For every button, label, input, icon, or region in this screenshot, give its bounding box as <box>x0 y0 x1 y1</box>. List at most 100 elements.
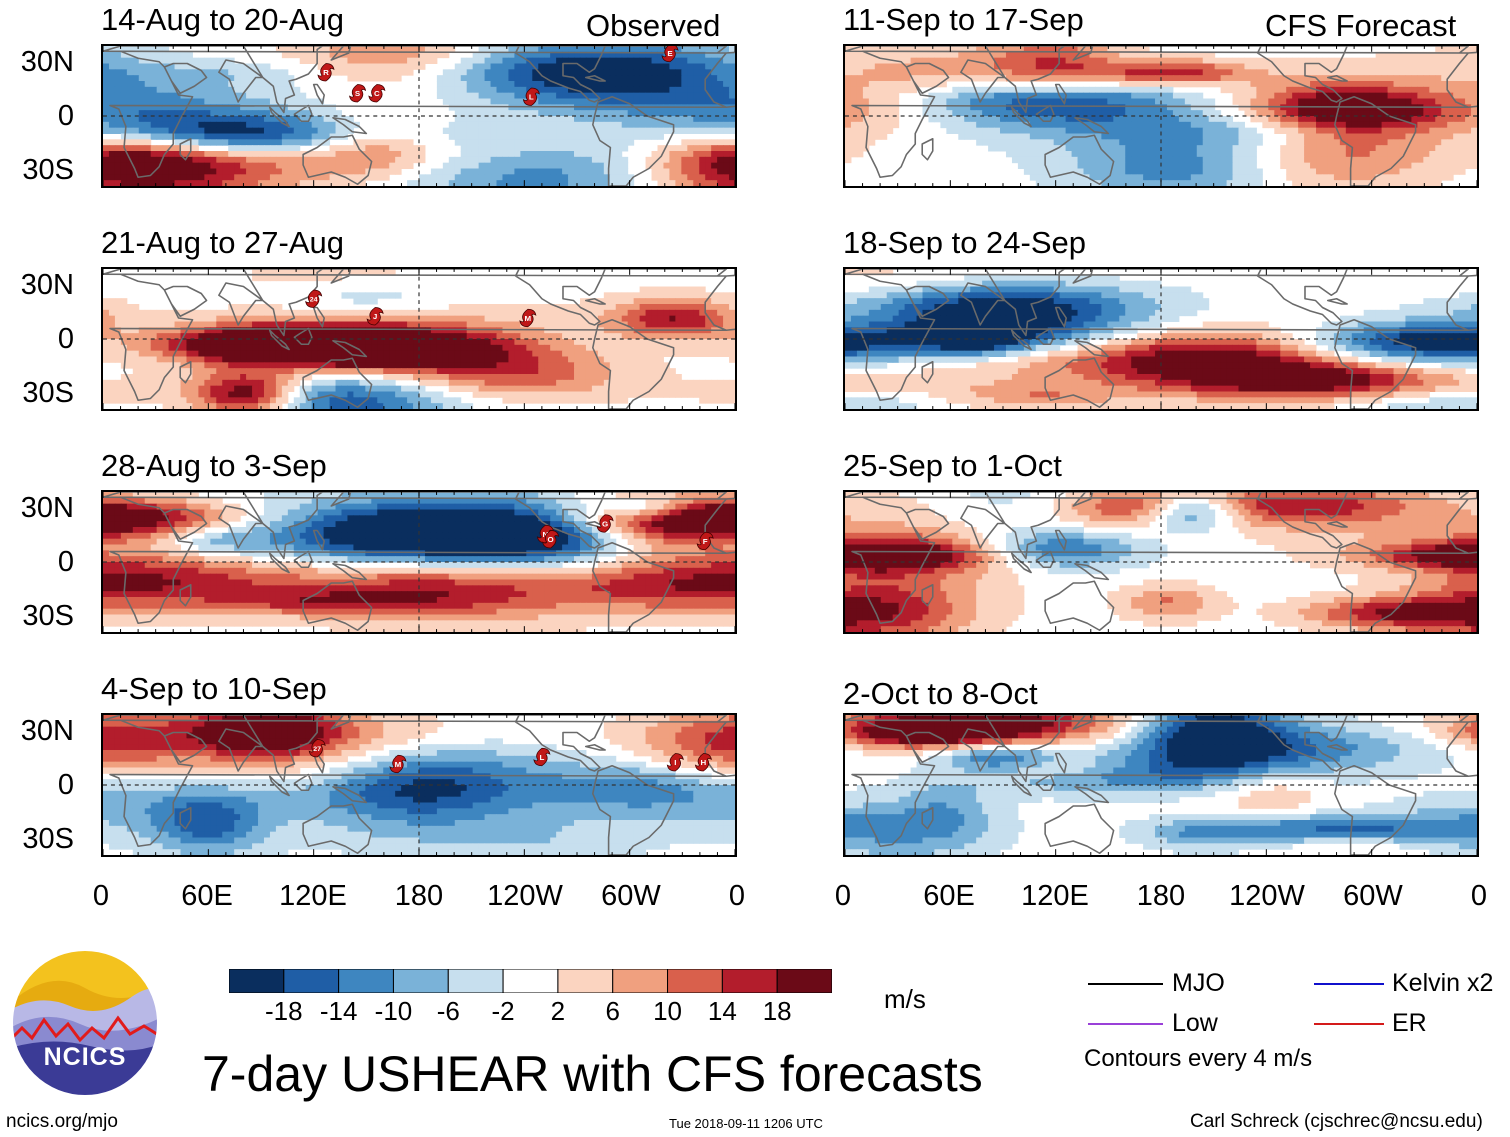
map-panel-25sep-1oct <box>843 490 1479 634</box>
colorbar-swatch <box>283 968 340 994</box>
coastlines <box>845 492 1477 632</box>
colorbar <box>228 968 833 994</box>
axis-ticks <box>845 46 1477 186</box>
colorbar-tick-label: -6 <box>436 996 460 1026</box>
tropical-cyclone-icon: F <box>696 531 714 551</box>
coastlines <box>845 269 1477 409</box>
lat-label: 30S <box>22 377 74 409</box>
panel-title-4: 4-Sep to 10-Sep <box>101 671 327 706</box>
axis-ticks <box>103 492 735 632</box>
shading-cells <box>103 269 735 409</box>
shear-field-p2: 24 J M <box>103 269 735 409</box>
er-line-swatch <box>1314 1023 1384 1025</box>
colorbar-swatch <box>228 968 285 994</box>
map-panel-2oct-8oct <box>843 713 1479 857</box>
coastlines <box>103 46 735 186</box>
legend-mjo: MJO <box>1172 969 1225 997</box>
axis-ticks <box>845 269 1477 409</box>
axis-ticks <box>103 46 735 186</box>
colorbar-swatch <box>776 968 833 994</box>
lat-label: 30S <box>22 154 74 186</box>
tropical-cyclone-icon: L <box>522 87 540 106</box>
colorbar-swatch <box>392 968 449 994</box>
lon-label: 0 <box>92 880 110 912</box>
tropical-cyclone-icon: M <box>389 754 407 774</box>
tropical-cyclone-icon: O <box>542 530 560 549</box>
shear-field-p8 <box>845 715 1477 855</box>
colorbar-tick-label: -18 <box>265 996 303 1026</box>
coastlines <box>103 269 735 409</box>
colorbar-swatch <box>502 968 559 994</box>
storm-label: 24 <box>310 297 318 304</box>
storm-label: N <box>543 530 549 539</box>
lat-label: 30N <box>20 715 74 747</box>
shear-field-p3: G NO F <box>103 492 735 632</box>
storm-label: G <box>602 519 608 528</box>
footer-credit: Carl Schreck (cjschrec@ncsu.edu) <box>1190 1111 1483 1132</box>
storm-label: L <box>539 753 544 762</box>
lon-label: 180 <box>1136 880 1186 912</box>
tropical-cyclone-icon: E <box>661 46 679 63</box>
colorbar-units: m/s <box>884 984 926 1014</box>
footer-timestamp: Tue 2018-09-11 1206 UTC <box>669 1116 823 1131</box>
storm-label: H <box>701 758 707 767</box>
storm-label: R <box>323 68 329 77</box>
tropical-cyclone-icon: 24 <box>305 289 323 308</box>
lon-label: 60E <box>923 880 975 912</box>
tropical-cyclone-icon: G <box>596 514 614 533</box>
shading-cells <box>103 492 735 632</box>
lat-label: 30N <box>20 46 74 78</box>
coastlines <box>103 715 735 855</box>
colorbar-tick-label: 14 <box>707 996 737 1026</box>
colorbar-swatch <box>338 968 394 994</box>
lon-label: 60W <box>601 880 661 912</box>
lon-label: 60W <box>1343 880 1403 912</box>
legend-er: ER <box>1392 1009 1427 1037</box>
shear-field-p4: 27 M L I H <box>103 715 735 855</box>
tropical-cyclone-icon: J <box>366 307 384 326</box>
colorbar-tick-label: 2 <box>550 996 566 1026</box>
lon-label: 0 <box>1470 880 1488 912</box>
shading-cells <box>103 46 735 186</box>
cfs-forecast-header: CFS Forecast <box>1265 8 1457 43</box>
footer-url[interactable]: ncics.org/mjo <box>6 1111 118 1132</box>
panel-title-7: 25-Sep to 1-Oct <box>843 448 1062 483</box>
colorbar-swatch <box>447 968 504 994</box>
colorbar-tick-label: -10 <box>374 996 413 1026</box>
lon-label: 120W <box>487 880 563 912</box>
colorbar-swatch <box>667 968 723 994</box>
lon-label: 0 <box>728 880 746 912</box>
panel-title-8: 2-Oct to 8-Oct <box>843 676 1038 711</box>
tropical-cyclone-icon: H <box>694 753 712 772</box>
tropical-cyclone-icon: M <box>519 308 537 328</box>
storm-label: S <box>355 89 360 98</box>
lat-label: 30S <box>22 823 74 855</box>
panel-title-1: 14-Aug to 20-Aug <box>101 2 345 37</box>
map-panel-11sep-17sep <box>843 44 1479 188</box>
main-title: 7-day USHEAR with CFS forecasts <box>202 1046 983 1102</box>
panel-title-2: 21-Aug to 27-Aug <box>101 225 345 260</box>
storm-label: J <box>373 312 377 321</box>
shading-cells <box>845 715 1477 855</box>
map-panel-14aug-20aug: E R S C L <box>101 44 737 188</box>
low-line-swatch <box>1088 1023 1163 1025</box>
legend-low: Low <box>1172 1009 1218 1037</box>
lon-label: 120W <box>1229 880 1305 912</box>
tropical-cyclone-icon: R <box>317 63 335 82</box>
colorbar-tick-label: 10 <box>653 996 682 1026</box>
ncics-logo-graphic <box>11 949 159 1097</box>
logo-text: NCICS <box>43 1043 127 1071</box>
colorbar-swatch <box>557 968 614 994</box>
map-panel-21aug-27aug: 24 J M <box>101 267 737 411</box>
panel-title-5: 11-Sep to 17-Sep <box>843 2 1084 37</box>
shading-cells <box>845 492 1477 632</box>
tropical-cyclone-icon: S <box>349 84 367 103</box>
axis-ticks <box>103 269 735 409</box>
shear-field-p7 <box>845 492 1477 632</box>
storm-label: M <box>395 760 402 769</box>
shear-field-p5 <box>845 46 1477 186</box>
lon-label: 60E <box>181 880 233 912</box>
lat-label: 0 <box>57 546 74 578</box>
shear-field-p6 <box>845 269 1477 409</box>
